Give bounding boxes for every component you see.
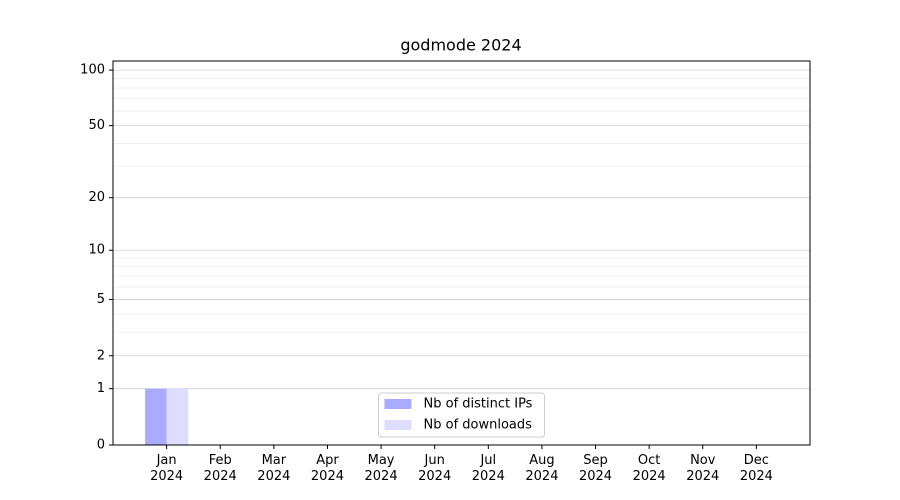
legend-swatch xyxy=(384,420,412,430)
bar xyxy=(145,388,167,445)
x-tick-label: Mar 2024 xyxy=(257,453,291,484)
chart-title: godmode 2024 xyxy=(400,36,521,55)
legend: Nb of distinct IPs Nb of downloads xyxy=(378,392,545,438)
legend-label: Nb of distinct IPs xyxy=(424,397,533,412)
bar xyxy=(166,388,189,445)
legend-label: Nb of downloads xyxy=(424,418,533,433)
x-tick-label: May 2024 xyxy=(364,453,398,484)
y-tick-label: 100 xyxy=(80,63,105,78)
y-tick-label: 1 xyxy=(97,381,105,396)
x-tick-label: Apr 2024 xyxy=(310,453,344,484)
x-tick-label: Jan 2024 xyxy=(150,453,184,484)
y-tick-label: 20 xyxy=(88,190,105,205)
x-tick-label: Aug 2024 xyxy=(525,453,559,484)
x-tick-label: Jun 2024 xyxy=(418,453,452,484)
y-tick-label: 5 xyxy=(97,292,105,307)
y-tick-label: 0 xyxy=(97,438,105,453)
plot-frame xyxy=(112,60,811,446)
x-tick-label: Nov 2024 xyxy=(686,453,720,484)
legend-swatch xyxy=(384,399,412,409)
x-tick-label: Jul 2024 xyxy=(471,453,505,484)
y-tick-label: 2 xyxy=(97,348,105,363)
y-tick-label: 10 xyxy=(88,243,105,258)
x-tick-label: Sep 2024 xyxy=(578,453,613,484)
legend-box xyxy=(378,392,545,438)
x-tick-label: Dec 2024 xyxy=(739,453,773,484)
x-tick-label: Oct 2024 xyxy=(632,453,666,484)
x-tick-label: Feb 2024 xyxy=(203,453,237,484)
y-tick-label: 50 xyxy=(88,118,105,133)
